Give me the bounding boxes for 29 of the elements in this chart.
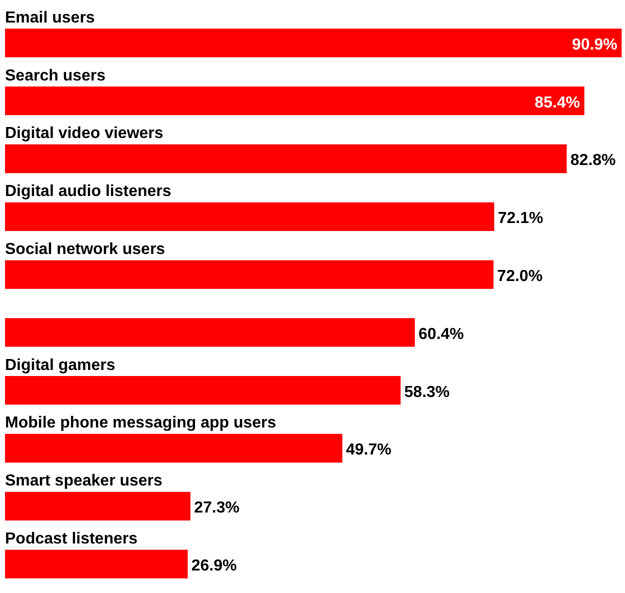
data-label: 72.0% [497, 268, 543, 285]
y-tick-label: Digital gamers [5, 356, 116, 374]
data-label: 82.8% [570, 152, 616, 170]
data-label: 72.1% [498, 210, 544, 228]
data-label: 60.4% [418, 326, 464, 343]
data-label: 27.3% [194, 500, 240, 517]
bar [5, 260, 494, 289]
y-tick-label: Digital video viewers [5, 125, 164, 142]
y-tick-label: Smart speaker users [5, 472, 163, 490]
y-tick-label: Mobile phone messaging app users [5, 414, 276, 432]
bar [5, 202, 494, 231]
bar [5, 434, 342, 463]
data-label: 58.3% [404, 384, 450, 401]
bar [5, 492, 190, 520]
data-label: 49.7% [346, 442, 392, 459]
y-tick-label: Social network users [5, 240, 166, 258]
y-tick-label: Podcast listeners [5, 530, 138, 548]
bar [5, 28, 622, 58]
bar [5, 318, 415, 347]
y-tick-label: Search users [5, 67, 106, 84]
bar [5, 376, 401, 405]
bar [5, 550, 188, 578]
bar [5, 144, 567, 174]
y-tick-label: Digital audio listeners [5, 183, 172, 200]
data-label: 85.4% [534, 94, 580, 112]
data-label: 26.9% [191, 557, 237, 574]
data-label: 90.9% [572, 36, 618, 54]
bar [5, 86, 584, 116]
y-tick-label: Email users [5, 9, 95, 26]
